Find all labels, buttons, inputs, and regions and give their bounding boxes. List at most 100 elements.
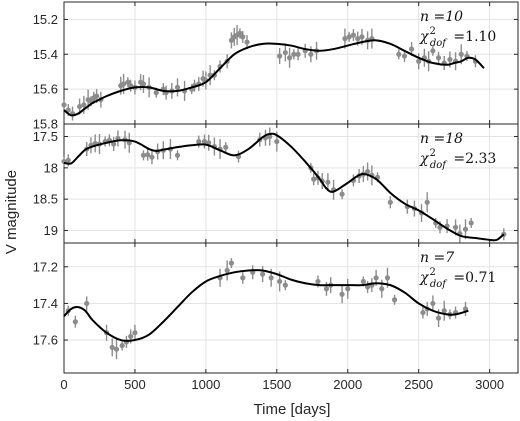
data-point [359,34,365,40]
data-point [323,286,330,292]
data-point [111,141,117,147]
data-point [125,79,131,85]
data-point [424,199,430,205]
data-point [430,48,436,54]
data-point [365,284,371,290]
data-point [339,291,345,297]
data-point [201,138,208,145]
data-point [224,267,230,274]
data-point [145,152,151,158]
data-point [77,103,83,110]
data-point [458,51,464,57]
y-tick-label: 15.4 [33,47,58,62]
data-point [113,346,120,352]
x-tick-label: 2500 [404,377,433,392]
data-point [435,315,442,321]
y-tick-label: 17.6 [33,333,58,348]
data-point [384,275,391,281]
data-point [291,51,297,57]
data-point [196,138,202,145]
data-point [240,275,246,281]
y-tick-label: 18 [44,160,58,175]
data-point [153,90,159,96]
data-point [468,220,474,226]
data-point [174,152,181,158]
data-point [277,53,283,59]
data-point [140,81,147,87]
x-tick-label: 1000 [191,377,220,392]
data-point [311,176,317,182]
data-point [396,51,402,57]
x-tick-label: 500 [124,377,146,392]
fit-curve [63,269,469,342]
x-tick-label: 1500 [262,377,291,392]
data-point [342,36,348,42]
data-point [452,224,459,230]
x-tick-label: 0 [60,377,67,392]
data-point [339,191,345,197]
data-point [140,152,147,158]
chi-square-annotation: χ2 dof =1.10 [419,26,496,49]
data-point [128,333,134,339]
data-point [462,226,469,232]
data-point [228,260,235,266]
data-point [132,330,138,336]
data-point [430,300,436,307]
data-point [240,34,246,40]
y-tick-label: 17.2 [33,259,58,274]
fit-curve [63,132,505,242]
n-annotation: n =7 [420,250,454,266]
y-tick-label: 18.5 [33,192,58,207]
data-point [286,55,293,61]
data-point [308,51,314,57]
data-point [65,157,71,163]
data-point [420,309,426,316]
n-annotation: n =18 [420,131,463,147]
data-point [355,36,361,42]
chi-square-annotation: χ2 dof =0.71 [419,267,496,290]
chi-square-annotation: χ2 dof =2.33 [419,148,496,171]
data-point [435,55,442,61]
data-point [149,154,155,160]
data-point [274,138,280,145]
data-point [109,344,115,350]
n-annotation: n =10 [420,9,463,25]
data-point [346,34,352,40]
data-point [228,37,235,43]
data-point [61,102,67,108]
data-point [237,30,243,36]
data-point [268,275,274,281]
data-point [295,51,301,57]
data-point [401,53,408,59]
data-point [315,278,321,285]
y-axis-label: V magnitude [3,170,20,254]
y-tick-label: 17.5 [33,129,58,144]
data-point [373,275,379,281]
data-point [223,144,229,150]
data-point [416,58,422,64]
data-point [84,300,90,307]
data-point [391,297,398,303]
data-point [260,271,266,277]
data-point [277,278,283,285]
data-point [282,49,288,56]
fit-curve [63,39,485,117]
panel-frame [63,242,519,374]
data-point [244,39,250,45]
y-tick-label: 15.8 [33,117,58,132]
data-point [350,32,357,38]
y-tick-label: 19 [44,223,58,238]
y-tick-label: 15.2 [33,12,58,27]
data-point [119,342,125,349]
data-point [360,278,366,285]
data-point [345,286,351,292]
data-point [282,282,288,288]
x-tick-label: 3000 [475,377,504,392]
data-point [72,319,78,325]
data-point [81,102,87,108]
x-axis-label: Time [days] [254,401,331,418]
data-point [365,169,371,175]
